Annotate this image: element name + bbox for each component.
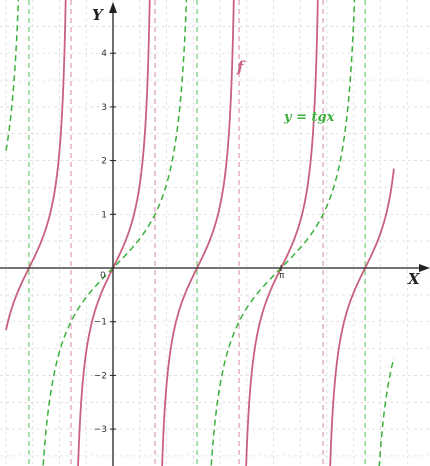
x-axis-label: X: [407, 270, 421, 288]
curve-f-branch: [329, 168, 395, 466]
y-tick-label: 3: [101, 103, 107, 113]
x-axis-arrow: [419, 264, 430, 272]
labels: Y X 0 π f y = tgx: [92, 6, 421, 288]
curve-tan-branch: [378, 357, 395, 466]
curve-tan-branch: [5, 0, 20, 151]
y-tick-label: −2: [94, 371, 107, 381]
y-tick-label: 1: [101, 210, 107, 220]
ticks: −3 −2 −1 1 2 3 4: [94, 49, 282, 435]
y-tick-label: 2: [101, 157, 107, 167]
series-label-f: f: [236, 58, 246, 76]
y-axis-label: Y: [92, 6, 104, 24]
asymptotes: [28, 0, 366, 466]
curve-f-branch: [245, 0, 319, 466]
y-tick-label: −3: [94, 425, 107, 435]
curves: [5, 0, 395, 466]
origin-label: 0: [100, 271, 106, 281]
y-axis-arrow: [109, 2, 117, 13]
pi-tick-label: π: [279, 271, 285, 281]
y-tick-label: −1: [94, 318, 107, 328]
series-label-tan: y = tgx: [283, 110, 335, 125]
y-tick-label: 4: [101, 49, 107, 59]
curve-f-branch: [5, 0, 67, 331]
